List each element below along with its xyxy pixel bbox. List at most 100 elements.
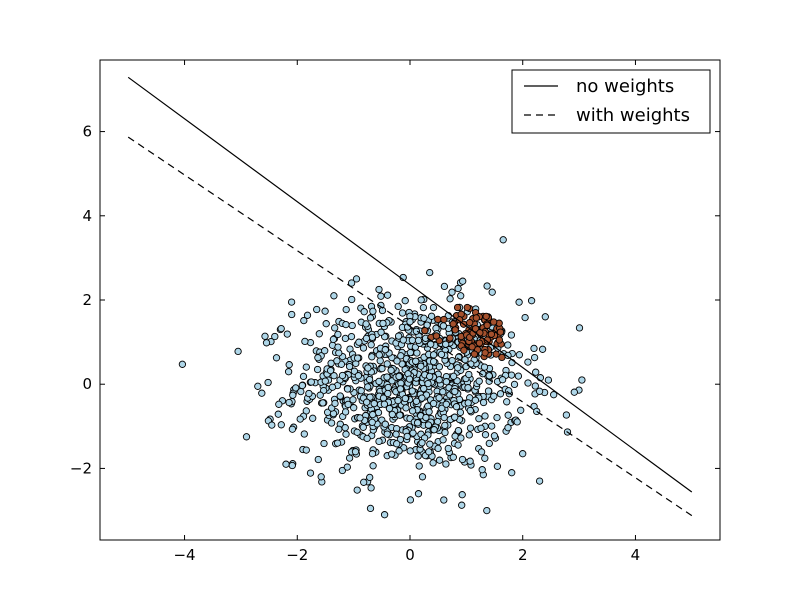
class-0-point: [458, 501, 466, 509]
x-tick-label: 0: [405, 546, 415, 564]
class-0-point: [362, 334, 371, 343]
class-0-point: [465, 431, 473, 439]
class-1-point: [446, 334, 454, 342]
class-0-point: [299, 372, 308, 381]
class-0-point: [350, 367, 359, 375]
class-1-point: [460, 346, 468, 354]
class-0-point: [254, 382, 262, 390]
legend-box: [511, 69, 711, 134]
class-0-point: [464, 399, 472, 407]
class-0-point: [485, 439, 493, 448]
class-0-point: [297, 387, 305, 396]
class-0-point: [307, 378, 315, 386]
class-0-point: [343, 463, 351, 471]
class-0-point: [375, 285, 383, 294]
class-0-point: [442, 460, 450, 468]
class-0-point: [328, 383, 337, 391]
class-0-point: [451, 413, 459, 421]
class-0-point: [550, 391, 558, 399]
class-0-point: [530, 344, 538, 353]
class-0-point: [446, 295, 454, 303]
class-0-point: [406, 496, 415, 504]
class-0-point: [477, 424, 485, 432]
class-0-point: [351, 448, 360, 456]
class-0-point: [451, 387, 459, 396]
x-tick-label: −4: [173, 546, 195, 564]
x-tick-label: 2: [518, 546, 528, 564]
class-0-point: [298, 381, 306, 390]
class-0-point: [367, 484, 375, 492]
class-0-point: [488, 288, 496, 296]
class-0-point: [353, 354, 362, 362]
class-0-point: [413, 419, 422, 427]
class-0-point: [456, 408, 465, 417]
class-0-point: [440, 496, 448, 504]
class-0-point: [288, 461, 296, 470]
class-0-point: [359, 344, 368, 352]
class-0-point: [394, 332, 403, 340]
class-0-point: [285, 398, 293, 407]
class-0-point: [347, 279, 356, 287]
class-0-point: [300, 316, 308, 325]
class-0-point: [388, 410, 396, 419]
class-0-point: [383, 373, 391, 381]
class-0-point: [465, 370, 473, 379]
x-tick-label: 4: [631, 546, 641, 564]
class-0-point: [319, 399, 327, 407]
class-1-point: [449, 320, 457, 328]
class-0-point: [338, 466, 347, 475]
class-0-point: [369, 410, 377, 419]
class-0-point: [377, 328, 385, 336]
class-0-point: [449, 372, 458, 380]
class-0-point: [315, 330, 323, 338]
class-0-point: [402, 404, 410, 412]
class-0-point: [367, 341, 375, 349]
class-0-point: [368, 450, 377, 458]
class-0-point: [322, 320, 330, 328]
class-0-point: [381, 420, 389, 428]
class-0-point: [268, 421, 276, 429]
class-0-point: [418, 439, 426, 447]
class-0-point: [369, 307, 377, 315]
class-0-point: [477, 448, 486, 456]
class-0-point: [418, 394, 426, 402]
class-0-point: [481, 431, 490, 439]
class-0-point: [425, 448, 433, 456]
class-0-point: [457, 292, 465, 300]
class-0-point: [535, 477, 544, 485]
class-0-point: [414, 452, 422, 460]
class-0-point: [426, 268, 434, 277]
class-0-point: [508, 469, 516, 477]
class-1-point: [495, 336, 504, 344]
class-1-point: [483, 336, 491, 344]
class-0-point: [480, 363, 489, 371]
class-0-point: [335, 425, 343, 433]
class-1-point: [470, 350, 479, 358]
class-0-point: [393, 440, 401, 448]
class-0-point: [342, 320, 350, 329]
line-with-weights: [127, 136, 693, 517]
data-points: [178, 236, 586, 519]
class-0-point: [336, 392, 344, 400]
class-0-point: [347, 332, 356, 341]
class-0-point: [277, 324, 285, 333]
class-0-point: [429, 357, 438, 366]
class-0-point: [349, 396, 357, 404]
class-0-point: [321, 347, 329, 355]
class-1-point: [451, 326, 459, 334]
class-0-point: [439, 436, 447, 444]
class-0-point: [305, 389, 313, 398]
legend: no weights with weights: [511, 69, 711, 134]
class-0-point: [287, 298, 296, 306]
class-0-point: [439, 322, 448, 330]
class-0-point: [334, 330, 342, 339]
class-0-point: [408, 387, 416, 395]
class-0-point: [394, 396, 402, 405]
class-0-point: [383, 291, 392, 299]
class-1-point: [475, 339, 484, 347]
class-0-point: [435, 394, 443, 402]
class-0-point: [342, 305, 350, 314]
class-0-point: [285, 361, 293, 369]
class-0-point: [441, 421, 449, 430]
class-0-point: [338, 371, 347, 380]
